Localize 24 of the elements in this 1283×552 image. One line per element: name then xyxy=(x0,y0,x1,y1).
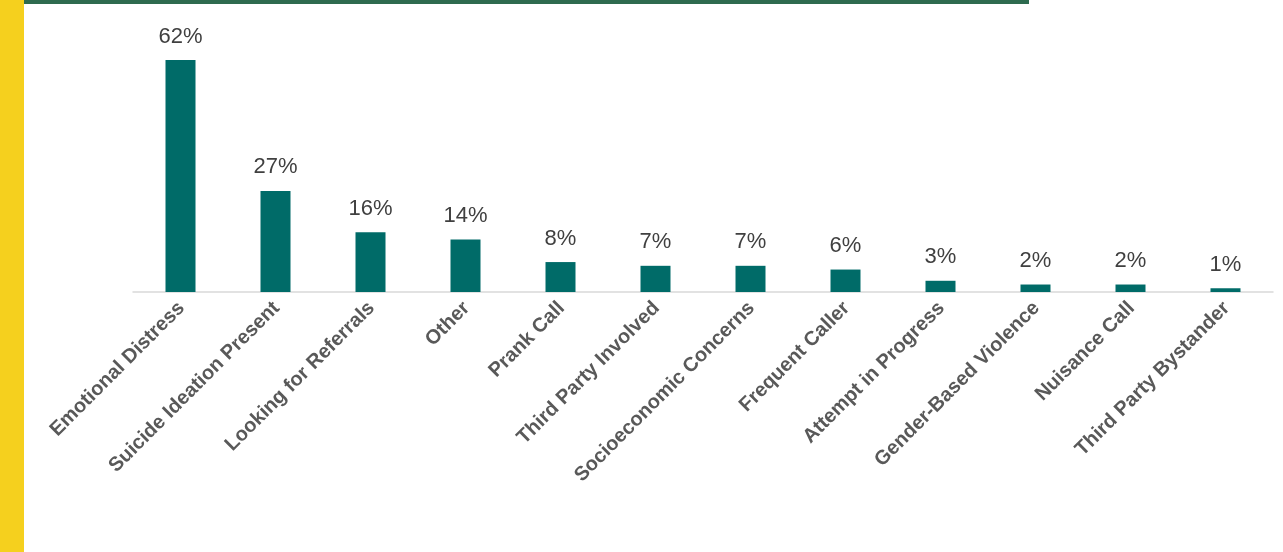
bar xyxy=(1210,288,1241,292)
data-label: 16% xyxy=(348,194,393,220)
bar xyxy=(545,262,576,292)
bar xyxy=(165,60,196,292)
bar xyxy=(925,280,956,292)
bar xyxy=(260,190,291,292)
bar xyxy=(450,239,481,292)
bar xyxy=(830,269,861,292)
bar xyxy=(640,265,671,292)
data-label: 6% xyxy=(829,232,862,258)
data-label: 8% xyxy=(544,224,577,250)
data-label: 2% xyxy=(1114,247,1147,273)
bar xyxy=(355,232,386,292)
data-label: 1% xyxy=(1209,250,1242,276)
data-label: 3% xyxy=(924,243,957,269)
data-label: 7% xyxy=(639,228,672,254)
data-label: 27% xyxy=(253,153,298,179)
bar xyxy=(735,265,766,292)
data-label: 2% xyxy=(1019,247,1052,273)
bar xyxy=(1020,284,1051,292)
data-label: 62% xyxy=(158,22,203,48)
data-label: 14% xyxy=(443,202,488,228)
bar xyxy=(1115,284,1146,292)
data-label: 7% xyxy=(734,228,767,254)
